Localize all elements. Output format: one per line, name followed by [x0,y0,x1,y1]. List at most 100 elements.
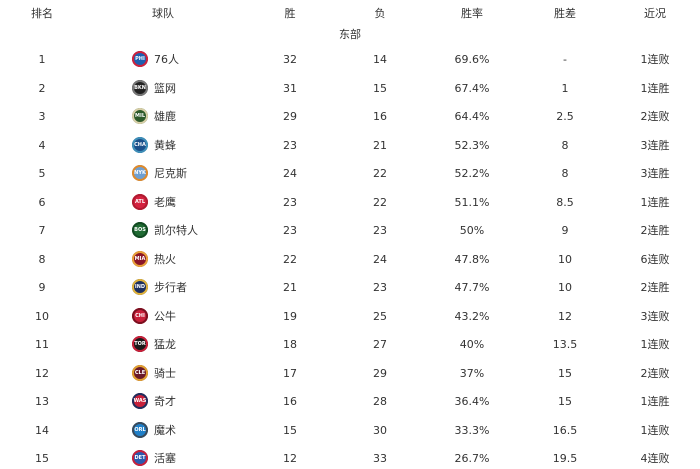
losses: 15 [373,81,387,95]
team-name[interactable]: 篮网 [154,81,176,95]
games-behind: 10 [558,252,572,266]
team-cell[interactable]: DET 活塞 [132,449,252,469]
team-name[interactable]: 76人 [154,53,179,66]
streak: 3连胜 [640,138,670,152]
losses: 14 [373,53,387,66]
wins: 29 [283,110,297,123]
team-logo-icon: NYK [132,165,148,181]
streak: 1连胜 [640,395,670,408]
win-pct: 43.2% [454,309,490,323]
team-logo-icon: CLE [132,364,148,381]
header-team[interactable]: 球队 [152,7,174,20]
header-pct[interactable]: 胜率 [461,7,483,20]
wins: 18 [283,338,297,351]
team-cell[interactable]: NYK 尼克斯 [132,164,252,184]
losses: 22 [373,167,387,180]
team-cell[interactable]: MIA 热火 [132,250,252,270]
rank: 2 [38,81,46,95]
win-pct: 26.7% [454,452,490,465]
team-name[interactable]: 公牛 [154,309,176,323]
wins: 21 [283,281,297,294]
table-row: 15 DET 活塞 12 33 26.7% 19.5 4连败 [0,449,700,469]
team-name[interactable]: 骑士 [154,366,176,380]
team-name[interactable]: 猛龙 [154,338,176,351]
win-pct: 37% [459,366,485,380]
wins: 23 [283,224,297,237]
rank: 5 [38,167,46,180]
games-behind: 16.5 [552,423,578,437]
wins: 23 [283,195,297,209]
team-logo-icon: IND [132,279,148,295]
rank: 12 [35,366,49,380]
wins: 16 [283,395,297,408]
win-pct: 51.1% [454,195,490,209]
header-rank[interactable]: 排名 [31,7,53,20]
team-name[interactable]: 凯尔特人 [154,224,198,237]
header-streak[interactable]: 近况 [644,7,666,20]
games-behind: 8.5 [556,195,574,209]
rank: 1 [38,53,46,66]
wins: 23 [283,138,297,152]
rank: 3 [38,110,46,123]
rank: 8 [38,252,46,266]
team-cell[interactable]: ATL 老鹰 [132,193,252,213]
team-cell[interactable]: CHA 黄蜂 [132,136,252,156]
win-pct: 47.7% [454,281,490,294]
wins: 17 [283,366,297,380]
rank: 15 [35,452,49,465]
streak: 2连败 [640,366,670,380]
team-name[interactable]: 步行者 [154,281,187,294]
team-name[interactable]: 魔术 [154,423,176,437]
team-cell[interactable]: CLE 骑士 [132,364,252,384]
team-logo-icon: CHA [132,136,148,153]
losses: 21 [373,138,387,152]
team-cell[interactable]: IND 步行者 [132,278,252,298]
team-cell[interactable]: PHI 76人 [132,50,252,70]
streak: 1连败 [640,423,670,437]
rank: 13 [35,395,49,408]
table-row: 8 MIA 热火 22 24 47.8% 10 6连败 [0,250,700,270]
table-row: 14 ORL 魔术 15 30 33.3% 16.5 1连败 [0,421,700,441]
team-cell[interactable]: CHI 公牛 [132,307,252,327]
rank: 10 [35,309,49,323]
table-row: 4 CHA 黄蜂 23 21 52.3% 8 3连胜 [0,136,700,156]
header-wins[interactable]: 胜 [284,7,296,20]
team-logo-icon: WAS [132,393,148,409]
games-behind: 9 [561,224,569,237]
team-name[interactable]: 老鹰 [154,195,176,209]
team-cell[interactable]: BKN 篮网 [132,79,252,99]
win-pct: 69.6% [454,53,490,66]
team-name[interactable]: 尼克斯 [154,167,187,180]
team-name[interactable]: 活塞 [154,452,176,465]
streak: 2连胜 [640,281,670,294]
streak: 6连败 [640,252,670,266]
team-cell[interactable]: TOR 猛龙 [132,335,252,355]
streak: 3连败 [640,309,670,323]
rank: 9 [38,281,46,294]
table-row: 5 NYK 尼克斯 24 22 52.2% 8 3连胜 [0,164,700,184]
games-behind: 12 [558,309,572,323]
streak: 1连胜 [640,81,670,95]
team-logo-icon: MIL [132,108,148,124]
games-behind: - [563,53,567,66]
games-behind: 1 [561,81,569,95]
team-cell[interactable]: MIL 雄鹿 [132,107,252,127]
header-gb[interactable]: 胜差 [554,7,576,20]
header-losses[interactable]: 负 [374,7,386,20]
games-behind: 19.5 [552,452,578,465]
win-pct: 50% [459,224,485,237]
team-cell[interactable]: ORL 魔术 [132,421,252,441]
team-name[interactable]: 热火 [154,252,176,266]
streak: 2连胜 [640,224,670,237]
team-name[interactable]: 黄蜂 [154,138,176,152]
table-row: 7 BOS 凯尔特人 23 23 50% 9 2连胜 [0,221,700,241]
table-row: 3 MIL 雄鹿 29 16 64.4% 2.5 2连败 [0,107,700,127]
team-name[interactable]: 奇才 [154,395,176,408]
wins: 22 [283,252,297,266]
table-row: 11 TOR 猛龙 18 27 40% 13.5 1连败 [0,335,700,355]
team-cell[interactable]: BOS 凯尔特人 [132,221,252,241]
team-cell[interactable]: WAS 奇才 [132,392,252,412]
team-name[interactable]: 雄鹿 [154,110,176,123]
losses: 28 [373,395,387,408]
losses: 25 [373,309,387,323]
